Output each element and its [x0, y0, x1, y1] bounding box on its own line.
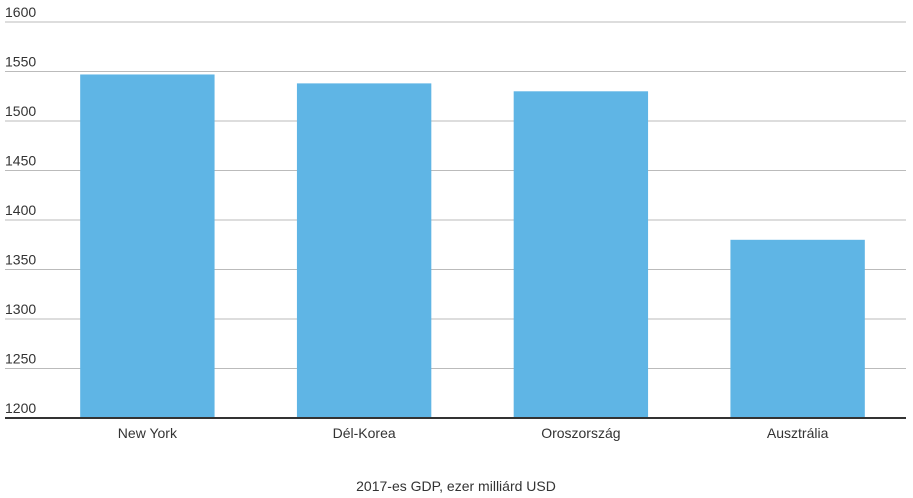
y-tick-label: 1200 [5, 400, 36, 416]
y-tick-label: 1250 [5, 351, 36, 367]
x-tick-label: Dél-Korea [333, 425, 396, 441]
y-tick-label: 1450 [5, 153, 36, 169]
bar [513, 91, 649, 419]
y-tick-label: 1400 [5, 202, 36, 218]
y-tick-label: 1350 [5, 252, 36, 268]
x-axis-title: 2017-es GDP, ezer milliárd USD [356, 478, 556, 494]
x-tick-label: Ausztrália [767, 425, 829, 441]
bar [730, 239, 865, 418]
y-tick-label: 1500 [5, 103, 36, 119]
y-tick-label: 1600 [5, 4, 36, 20]
y-tick-label: 1550 [5, 54, 36, 70]
x-tick-label: New York [118, 425, 178, 441]
bar [296, 83, 432, 418]
x-tick-label: Oroszország [541, 425, 620, 441]
y-tick-label: 1300 [5, 301, 36, 317]
bar [80, 74, 215, 418]
